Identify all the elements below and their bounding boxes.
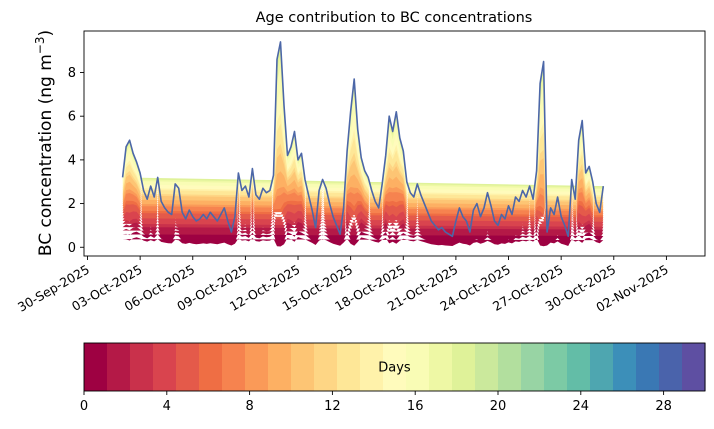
colorbar-swatch xyxy=(567,343,591,391)
age-layer-1 xyxy=(122,231,604,246)
age-layer-0 xyxy=(122,237,604,247)
plot-area xyxy=(121,41,605,247)
y-tick-label: 4 xyxy=(68,153,76,168)
colorbar-swatch xyxy=(682,343,706,391)
colorbar-swatch xyxy=(268,343,292,391)
colorbar-tick-label: 12 xyxy=(324,399,341,414)
colorbar-swatch xyxy=(383,343,407,391)
colorbar-tick-label: 16 xyxy=(407,399,424,414)
y-tick-label: 6 xyxy=(68,110,76,125)
y-axis-label: BC concentration (ng m−3) xyxy=(33,30,56,256)
colorbar-swatch xyxy=(337,343,361,391)
colorbar-tick-label: 4 xyxy=(163,399,171,414)
colorbar-tick-label: 28 xyxy=(655,399,672,414)
colorbar-swatch xyxy=(498,343,522,391)
colorbar: 0 4 8 12 16 20 24 28 Days xyxy=(80,342,706,414)
colorbar-label: Days xyxy=(378,361,411,376)
colorbar-swatch xyxy=(452,343,476,391)
colorbar-frame xyxy=(83,342,706,392)
colorbar-swatch xyxy=(590,343,614,391)
colorbar-swatch xyxy=(659,343,683,391)
colorbar-swatch xyxy=(521,343,545,391)
colorbar-tick-label: 0 xyxy=(80,399,88,414)
colorbar-swatch xyxy=(130,343,154,391)
colorbar-swatch xyxy=(314,343,338,391)
colorbar-swatch xyxy=(107,343,131,391)
colorbar-swatch xyxy=(613,343,637,391)
colorbar-swatch xyxy=(199,343,223,391)
colorbar-tick-label: 24 xyxy=(573,399,590,414)
colorbar-swatch xyxy=(84,343,108,391)
colorbar-swatch xyxy=(544,343,568,391)
colorbar-swatch xyxy=(429,343,453,391)
chart-title: Age contribution to BC concentrations xyxy=(256,10,533,26)
y-tick-label: 2 xyxy=(68,197,76,212)
colorbar-tick-label: 8 xyxy=(245,399,253,414)
colorbar-tick-label: 20 xyxy=(490,399,507,414)
colorbar-swatch xyxy=(475,343,499,391)
colorbar-swatch xyxy=(245,343,269,391)
colorbar-swatch xyxy=(406,343,430,391)
y-tick-label: 8 xyxy=(68,66,76,81)
y-tick-label: 0 xyxy=(68,241,76,256)
colorbar-swatch xyxy=(176,343,200,391)
colorbar-swatch xyxy=(360,343,384,391)
colorbar-swatch xyxy=(291,343,315,391)
colorbar-swatch xyxy=(636,343,660,391)
colorbar-swatch xyxy=(222,343,246,391)
colorbar-swatch xyxy=(153,343,177,391)
plot-frame xyxy=(83,30,706,257)
total-bc-line xyxy=(121,41,605,238)
